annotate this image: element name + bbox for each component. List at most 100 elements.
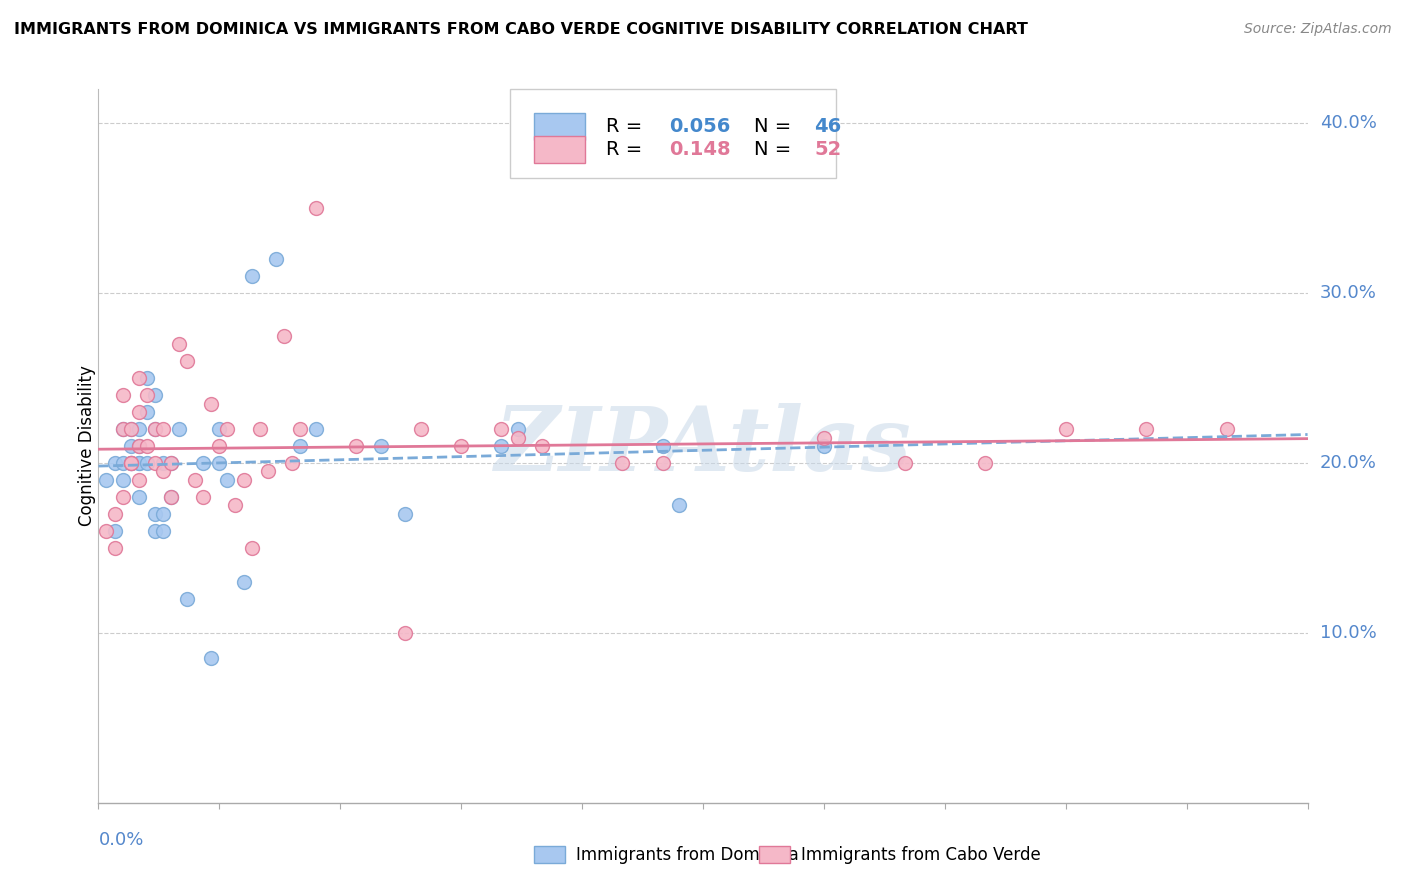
- Point: [152, 465, 174, 479]
- Point: [813, 430, 835, 444]
- Point: [96, 473, 118, 487]
- Point: [103, 541, 125, 555]
- Point: [281, 456, 304, 470]
- Point: [184, 473, 207, 487]
- Point: [491, 422, 513, 436]
- Point: [193, 490, 215, 504]
- Point: [491, 439, 513, 453]
- Text: IMMIGRANTS FROM DOMINICA VS IMMIGRANTS FROM CABO VERDE COGNITIVE DISABILITY CORR: IMMIGRANTS FROM DOMINICA VS IMMIGRANTS F…: [14, 22, 1028, 37]
- Point: [344, 439, 367, 453]
- Point: [111, 490, 134, 504]
- Point: [128, 439, 150, 453]
- Point: [143, 524, 166, 538]
- Point: [167, 422, 190, 436]
- Text: N =: N =: [754, 140, 797, 160]
- Point: [651, 439, 673, 453]
- Point: [651, 456, 673, 470]
- Point: [612, 456, 634, 470]
- Point: [974, 456, 997, 470]
- Text: R =: R =: [606, 140, 648, 160]
- Text: 40.0%: 40.0%: [1320, 114, 1376, 132]
- Point: [103, 524, 125, 538]
- Point: [813, 439, 835, 453]
- Point: [111, 473, 134, 487]
- FancyBboxPatch shape: [509, 89, 837, 178]
- Point: [135, 371, 157, 385]
- Point: [135, 439, 157, 453]
- Point: [1216, 422, 1239, 436]
- Point: [224, 499, 246, 513]
- Text: 0.148: 0.148: [669, 140, 731, 160]
- Point: [120, 422, 142, 436]
- Point: [176, 354, 198, 368]
- Point: [232, 574, 254, 589]
- Point: [160, 490, 183, 504]
- Point: [143, 456, 166, 470]
- Text: R =: R =: [606, 117, 648, 136]
- Text: 0.056: 0.056: [669, 117, 731, 136]
- Point: [370, 439, 392, 453]
- Point: [217, 473, 239, 487]
- Point: [120, 456, 142, 470]
- Point: [128, 439, 150, 453]
- Point: [111, 388, 134, 402]
- Point: [143, 422, 166, 436]
- Point: [120, 456, 142, 470]
- Y-axis label: Cognitive Disability: Cognitive Disability: [79, 366, 96, 526]
- Point: [128, 405, 150, 419]
- Text: 52: 52: [814, 140, 842, 160]
- Text: N =: N =: [754, 117, 797, 136]
- FancyBboxPatch shape: [534, 112, 585, 140]
- Point: [111, 422, 134, 436]
- Text: 46: 46: [814, 117, 842, 136]
- Point: [273, 328, 295, 343]
- Point: [152, 422, 174, 436]
- Point: [120, 439, 142, 453]
- Point: [160, 456, 183, 470]
- Point: [128, 473, 150, 487]
- Point: [135, 388, 157, 402]
- Point: [96, 524, 118, 538]
- Point: [1054, 422, 1077, 436]
- Text: 30.0%: 30.0%: [1320, 284, 1376, 302]
- Point: [128, 456, 150, 470]
- Point: [893, 456, 915, 470]
- Point: [256, 465, 278, 479]
- Point: [668, 499, 690, 513]
- Point: [305, 201, 328, 215]
- Point: [152, 456, 174, 470]
- Point: [120, 422, 142, 436]
- Point: [176, 591, 198, 606]
- Point: [232, 473, 254, 487]
- Point: [103, 456, 125, 470]
- Point: [1135, 422, 1157, 436]
- Point: [143, 507, 166, 521]
- Point: [152, 524, 174, 538]
- Text: Source: ZipAtlas.com: Source: ZipAtlas.com: [1244, 22, 1392, 37]
- Point: [208, 422, 231, 436]
- Point: [264, 252, 287, 266]
- Point: [249, 422, 271, 436]
- Point: [506, 430, 529, 444]
- Point: [120, 456, 142, 470]
- Point: [409, 422, 432, 436]
- Point: [394, 626, 416, 640]
- Point: [111, 456, 134, 470]
- Point: [143, 388, 166, 402]
- Text: Immigrants from Dominica: Immigrants from Dominica: [576, 846, 799, 863]
- Point: [200, 651, 222, 665]
- Point: [288, 422, 311, 436]
- Point: [128, 490, 150, 504]
- Point: [193, 456, 215, 470]
- Point: [208, 439, 231, 453]
- Point: [240, 269, 263, 284]
- Text: Immigrants from Cabo Verde: Immigrants from Cabo Verde: [801, 846, 1042, 863]
- Point: [135, 456, 157, 470]
- Point: [128, 371, 150, 385]
- Text: 0.0%: 0.0%: [98, 831, 143, 849]
- Point: [450, 439, 472, 453]
- Point: [143, 422, 166, 436]
- Point: [200, 396, 222, 410]
- Text: 10.0%: 10.0%: [1320, 624, 1376, 642]
- Point: [240, 541, 263, 555]
